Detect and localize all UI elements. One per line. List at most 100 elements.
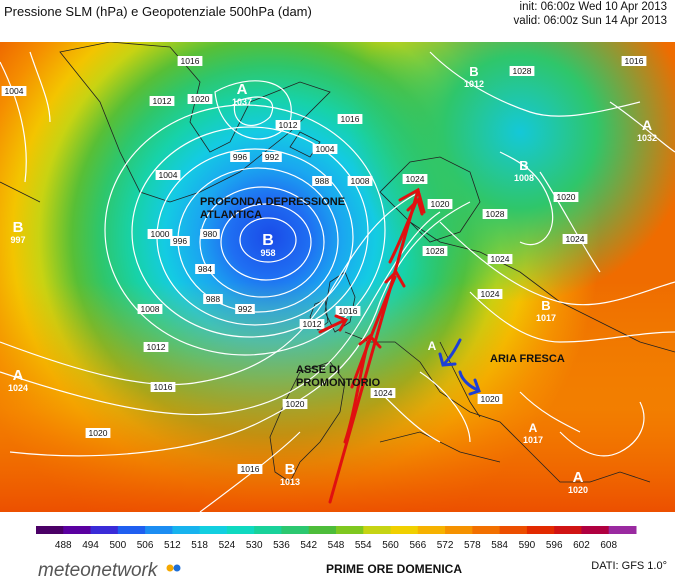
pressure-center-letter: B	[262, 232, 274, 249]
isobar-label-text: 1020	[286, 399, 305, 409]
colorbar-tick-label: 548	[328, 540, 345, 551]
isobar-label-text: 1020	[557, 192, 576, 202]
isobar-label-text: 1028	[426, 246, 445, 256]
pressure-center: A	[428, 339, 437, 353]
isobar-label: 996	[230, 152, 250, 162]
isobar-label: 984	[195, 264, 215, 274]
ridge-label-line1: ASSE DI	[296, 364, 340, 376]
brand-logo: meteonetwork	[38, 560, 158, 581]
pressure-center-value: 1020	[568, 485, 588, 495]
init-time: init: 06:00z Wed 10 Apr 2013	[519, 1, 667, 13]
isobar-label-text: 1016	[339, 306, 358, 316]
colorbar-tick-label: 608	[600, 540, 617, 551]
pressure-center-letter: B	[519, 158, 528, 173]
colorbar-swatch	[172, 526, 201, 534]
pressure-center-letter: A	[529, 421, 538, 435]
colorbar-tick-label: 524	[219, 540, 236, 551]
colorbar-swatch	[63, 526, 92, 534]
isobar-label: 1012	[275, 120, 301, 130]
isobar-label: 1020	[85, 428, 111, 438]
colorbar-swatch	[363, 526, 392, 534]
ridge-label-line2: PROMONTORIO	[296, 377, 381, 389]
colorbar-swatch	[336, 526, 364, 534]
isobar-label: 992	[262, 152, 282, 162]
pressure-center-value: 958	[260, 248, 275, 258]
isobar-label-text: 1016	[181, 56, 200, 66]
colorbar-tick-label: 596	[546, 540, 563, 551]
isobar-label-text: 1012	[279, 120, 298, 130]
pressure-center-letter: B	[13, 219, 24, 236]
pressure-center-value: 1017	[523, 435, 543, 445]
colorbar-swatch	[417, 526, 446, 534]
depression-label-line2: ATLANTICA	[200, 209, 262, 221]
colorbar-tick-label: 530	[246, 540, 263, 551]
colorbar-swatch	[199, 526, 228, 534]
cold-air-label: ARIA FRESCA	[490, 353, 565, 365]
colorbar-tick-label: 554	[355, 540, 372, 551]
pressure-center-value: 1013	[280, 477, 300, 487]
isobars	[0, 51, 675, 512]
pressure-center-value: 1037	[232, 97, 252, 107]
isobar-label-text: 1024	[406, 174, 425, 184]
colorbar-tick-label: 542	[300, 540, 317, 551]
colorbar-swatch	[117, 526, 146, 534]
forecast-note: PRIME ORE DOMENICA	[326, 562, 463, 576]
isobar-label: 1004	[312, 144, 338, 154]
colorbar-tick-label: 560	[382, 540, 399, 551]
colorbar-swatch	[445, 526, 473, 534]
isobar-label-text: 1016	[341, 114, 360, 124]
isobar-label: 1016	[150, 382, 176, 392]
colorbar-tick-label: 500	[109, 540, 126, 551]
isobar-label-text: 1012	[303, 319, 322, 329]
isobar-label-text: 1012	[147, 342, 166, 352]
pressure-center-value: 997	[10, 235, 25, 245]
isobar-label: 1020	[427, 199, 453, 209]
colorbar-tick-label: 506	[137, 540, 154, 551]
colorbar-tick-label: 494	[82, 540, 99, 551]
colorbar-swatch	[554, 526, 582, 534]
isobar-label-text: 1000	[151, 229, 170, 239]
pressure-center-letter: A	[13, 367, 24, 384]
weather-map: 1016 1004 1012 1020 1012 1016 1008 1004 996 992 98…	[0, 42, 675, 512]
colorbar-swatch	[145, 526, 173, 534]
pressure-center-letter: B	[541, 298, 550, 313]
isobar-label: 1028	[422, 246, 448, 256]
pressure-center-value: 1032	[637, 133, 657, 143]
isobar-label: 988	[312, 176, 332, 186]
isobar-label-text: 984	[198, 264, 212, 274]
colorbar-tick-label: 578	[464, 540, 481, 551]
isobar-label-text: 1024	[566, 234, 585, 244]
pressure-center-letter: A	[642, 117, 652, 133]
isobar-label-text: 988	[315, 176, 329, 186]
pressure-centers: A1037B958B997A1024B1012B1008A1032B1017A1…	[8, 64, 657, 495]
pressure-center-letter: A	[428, 339, 437, 353]
isobar-label: 1016	[337, 114, 363, 124]
colorbar-tick-label: 572	[437, 540, 454, 551]
colorbar-tick-label: 536	[273, 540, 290, 551]
isobar-label: 1008	[137, 304, 163, 314]
pressure-center-value: 1008	[514, 173, 534, 183]
isobar-label: 1016	[621, 56, 647, 66]
isobar-label-text: 1020	[191, 94, 210, 104]
isobar-label: 1012	[143, 342, 169, 352]
isobar-label-text: 1016	[241, 464, 260, 474]
colorbar-swatch	[581, 526, 610, 534]
isobar-label-text: 980	[203, 229, 217, 239]
colorbar-tick-label: 488	[55, 540, 72, 551]
colorbar-swatch	[226, 526, 255, 534]
colorbar-tick-label: 590	[519, 540, 536, 551]
run-info: init: 06:00z Wed 10 Apr 2013 valid: 06:0…	[514, 0, 667, 28]
colorbar-swatch	[90, 526, 119, 534]
colorbar-swatch	[254, 526, 282, 534]
isobar-label-text: 1020	[431, 199, 450, 209]
geopotential-colorbar: 488 494 500 506 512 518 524 530 536 542 548 554 560 5…	[36, 526, 637, 551]
pressure-center-letter: B	[285, 461, 296, 478]
isobar-label-text: 1024	[491, 254, 510, 264]
isobar-label: 1008	[347, 176, 373, 186]
isobar-label-text: 1016	[625, 56, 644, 66]
isobar-label: 1004	[1, 86, 27, 96]
colorbar-swatch	[36, 526, 64, 534]
